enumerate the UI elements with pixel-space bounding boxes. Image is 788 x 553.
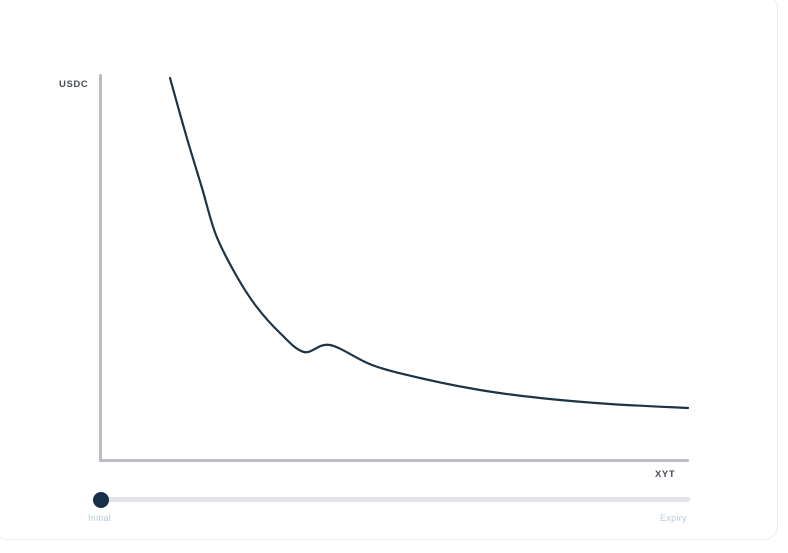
y-axis-line <box>99 74 102 462</box>
decay-curve-path <box>168 76 690 410</box>
slider-label-expiry: Expiry <box>660 513 687 523</box>
y-axis-label: USDC <box>59 79 89 90</box>
time-slider[interactable] <box>93 492 697 510</box>
slider-label-initial: Initial <box>88 513 112 523</box>
x-axis-label: XYT <box>655 469 676 480</box>
slider-handle[interactable] <box>93 492 109 508</box>
x-axis-line <box>99 459 689 462</box>
slider-track[interactable] <box>101 497 690 502</box>
card-surface <box>0 0 778 540</box>
